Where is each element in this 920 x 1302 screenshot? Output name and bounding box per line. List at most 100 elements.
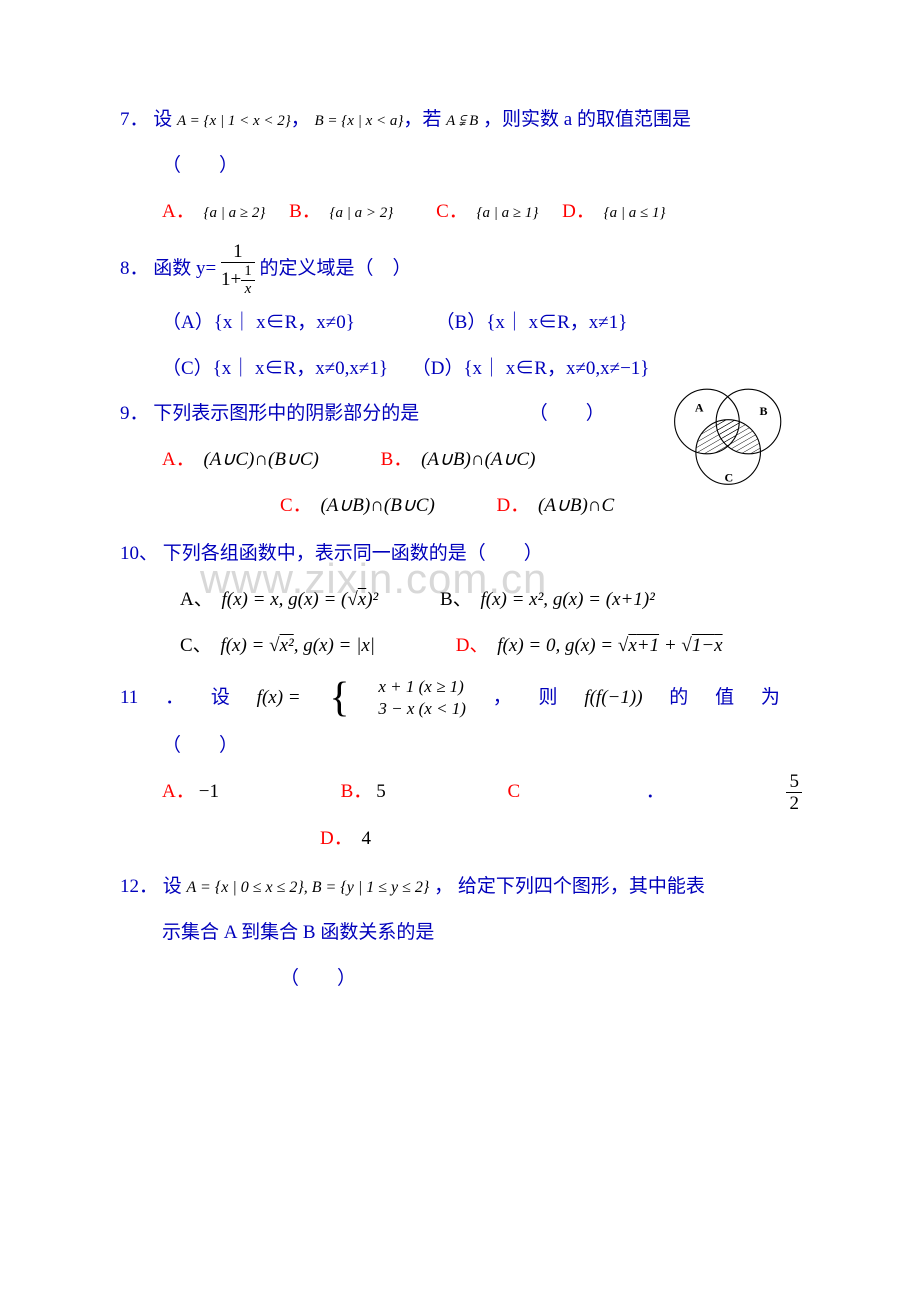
q9-optB: (A∪B)∩(A∪C) [421, 449, 535, 470]
question-11: 11 ． 设 f(x) = { x + 1 (x ≥ 1) 3 − x (x <… [120, 676, 800, 859]
q7-text-after: ，则实数 a 的取值范围是 [483, 109, 691, 130]
q10-optB-label: B、 [440, 589, 472, 610]
q10-optA: f(x) = x, g(x) = (√x)² [221, 589, 378, 610]
q11-after3: 为 [761, 678, 780, 718]
q9-paren: （ ） [529, 403, 605, 424]
question-8: 8． 函数 y= 1 1+1x 的定义域是（ ） （A）{x｜ x∈R，x≠0}… [120, 242, 800, 389]
q8-number: 8． [120, 258, 149, 279]
q11-text-mid: 则 [539, 678, 558, 718]
q10-options-row1: A、 f(x) = x, g(x) = (√x)² B、 f(x) = x², … [180, 580, 800, 620]
q11-piece2: 3 − x (x < 1) [378, 699, 466, 718]
q7-number: 7． [120, 109, 149, 130]
q8-inner-den: x [241, 281, 255, 297]
page-content: 7． 设 A = {x | 1 < x < 2}， B = {x | x < a… [120, 100, 800, 998]
q7-optB-label: B． [289, 201, 321, 222]
q12-paren: （ ） [280, 968, 356, 989]
q8-text-after: 的定义域是（ ） [259, 258, 411, 279]
question-7: 7． 设 A = {x | 1 < x < 2}， B = {x | x < a… [120, 100, 800, 232]
q7-optA-label: A． [162, 201, 195, 222]
q11-optD: 4 [361, 828, 371, 849]
q11-optD-label: D． [320, 828, 353, 849]
q11-func-name: f(x) = [257, 678, 301, 718]
q8-optB: （B）{x｜ x∈R，x≠1} [436, 312, 628, 333]
q8-optC: （C）{x｜ x∈R，x≠0,x≠1} [162, 358, 388, 379]
q7-optC: {a | a ≥ 1} [477, 205, 539, 221]
q10-optD: f(x) = 0, g(x) = √x+1 + √1−x [497, 635, 722, 656]
q10-text: 下列各组函数中，表示同一函数的是（ ） [163, 543, 543, 564]
q11-optB: 5 [376, 781, 386, 802]
q11-paren: （ ） [162, 735, 238, 756]
q11-optB-label: B． [341, 781, 373, 802]
question-12: 12． 设 A = {x | 0 ≤ x ≤ 2}, B = {y | 1 ≤ … [120, 867, 800, 999]
q9-number: 9． [120, 403, 149, 424]
q11-number: 11 [120, 678, 138, 718]
q10-options-row2: C、 f(x) = √x², g(x) = |x| D、 f(x) = 0, g… [180, 626, 800, 666]
q8-optA: （A）{x｜ x∈R，x≠0} [162, 312, 355, 333]
q11-after2: 值 [715, 678, 734, 718]
q7-optB: {a | a > 2} [330, 205, 394, 221]
q11-optA-label: A． [162, 781, 195, 802]
q8-options-row2: （C）{x｜ x∈R，x≠0,x≠1} （D）{x｜ x∈R，x≠0,x≠−1} [162, 349, 800, 389]
q8-fraction: 1 1+1x [221, 242, 255, 297]
q11-dot: ． [165, 678, 184, 718]
q7-optD-label: D． [562, 201, 595, 222]
q12-sets: A = {x | 0 ≤ x ≤ 2}, B = {y | 1 ≤ y ≤ 2} [187, 879, 430, 896]
q9-optA: (A∪C)∩(B∪C) [203, 449, 318, 470]
q12-text-before: 设 [163, 876, 182, 897]
q7-text-before: 设 [153, 109, 172, 130]
q12-text-after1: 给定下列四个图形，其中能表 [458, 876, 705, 897]
q11-optA: −1 [199, 781, 219, 802]
q8-options-row1: （A）{x｜ x∈R，x≠0} （B）{x｜ x∈R，x≠1} [162, 303, 800, 343]
q10-optB: f(x) = x², g(x) = (x+1)² [480, 589, 654, 610]
q10-optA-label: A、 [180, 589, 213, 610]
q7-optA: {a | a ≥ 2} [203, 205, 265, 221]
q7-optD: {a | a ≤ 1} [604, 205, 666, 221]
q9-optD-label: D． [497, 495, 530, 516]
q9-optA-label: A． [162, 449, 195, 470]
q7-options-row: A． {a | a ≥ 2} B． {a | a > 2} C． {a | a … [162, 192, 800, 232]
q11-sep: ， [493, 678, 512, 718]
question-9: 9． 下列表示图形中的阴影部分的是 （ ） A． (A∪C)∩(B∪C) B． … [120, 394, 800, 526]
q10-optC-label: C、 [180, 635, 212, 656]
q8-frac-num: 1 [221, 242, 255, 263]
q8-inner-num: 1 [241, 264, 255, 281]
q9-optC: (A∪B)∩(B∪C) [320, 495, 434, 516]
q11-expr: f(f(−1)) [584, 678, 642, 718]
q7-optC-label: C． [436, 201, 468, 222]
q9-optB-label: B． [381, 449, 413, 470]
q10-optC: f(x) = √x², g(x) = |x| [220, 635, 375, 656]
q11-piece1: x + 1 (x ≥ 1) [378, 677, 463, 696]
q7-paren: （ ） [162, 155, 238, 176]
q11-options-row1: A．−1 B．5 C ． 52 [162, 772, 802, 813]
q7-setB: B = {x | x < a} [315, 113, 404, 129]
q9-optD: (A∪B)∩C [538, 495, 614, 516]
q11-optC-num: 5 [786, 772, 802, 793]
q9-options-row1: A． (A∪C)∩(B∪C) B． (A∪B)∩(A∪C) [162, 440, 800, 480]
q11-optC-dot: ． [646, 772, 665, 812]
q10-number: 10、 [120, 543, 158, 564]
q9-options-row2: C． (A∪B)∩(B∪C) D． (A∪B)∩C [280, 486, 800, 526]
q11-text-before: 设 [211, 678, 230, 718]
q7-rel: A ⫋ B [446, 113, 478, 129]
q10-optD-label: D、 [456, 635, 489, 656]
q11-optC: 52 [786, 772, 802, 813]
q8-optD: （D）{x｜ x∈R，x≠0,x≠−1} [412, 358, 650, 379]
q7-sepB: ，若 [403, 109, 446, 130]
q12-sep: ， [434, 876, 453, 897]
q12-number: 12． [120, 876, 158, 897]
q8-inner-text: 1+ [221, 269, 241, 290]
q8-text-before: 函数 y= [153, 258, 216, 279]
q11-pieces: x + 1 (x ≥ 1) 3 − x (x < 1) [378, 676, 466, 720]
q8-frac-den: 1+1x [221, 263, 255, 297]
q11-after1: 的 [669, 678, 688, 718]
q7-setA: A = {x | 1 < x < 2} [177, 113, 291, 129]
q9-text: 下列表示图形中的阴影部分的是 [153, 403, 419, 424]
q11-optC-label: C [507, 781, 520, 802]
q11-options-row2: D． 4 [320, 819, 800, 859]
q12-text-line2: 示集合 A 到集合 B 函数关系的是 [162, 922, 434, 943]
question-10: 10、 下列各组函数中，表示同一函数的是（ ） A、 f(x) = x, g(x… [120, 534, 800, 666]
q11-brace: { [329, 677, 349, 719]
q11-optC-den: 2 [786, 793, 802, 813]
q7-sepA: ， [291, 109, 310, 130]
q9-optC-label: C． [280, 495, 312, 516]
